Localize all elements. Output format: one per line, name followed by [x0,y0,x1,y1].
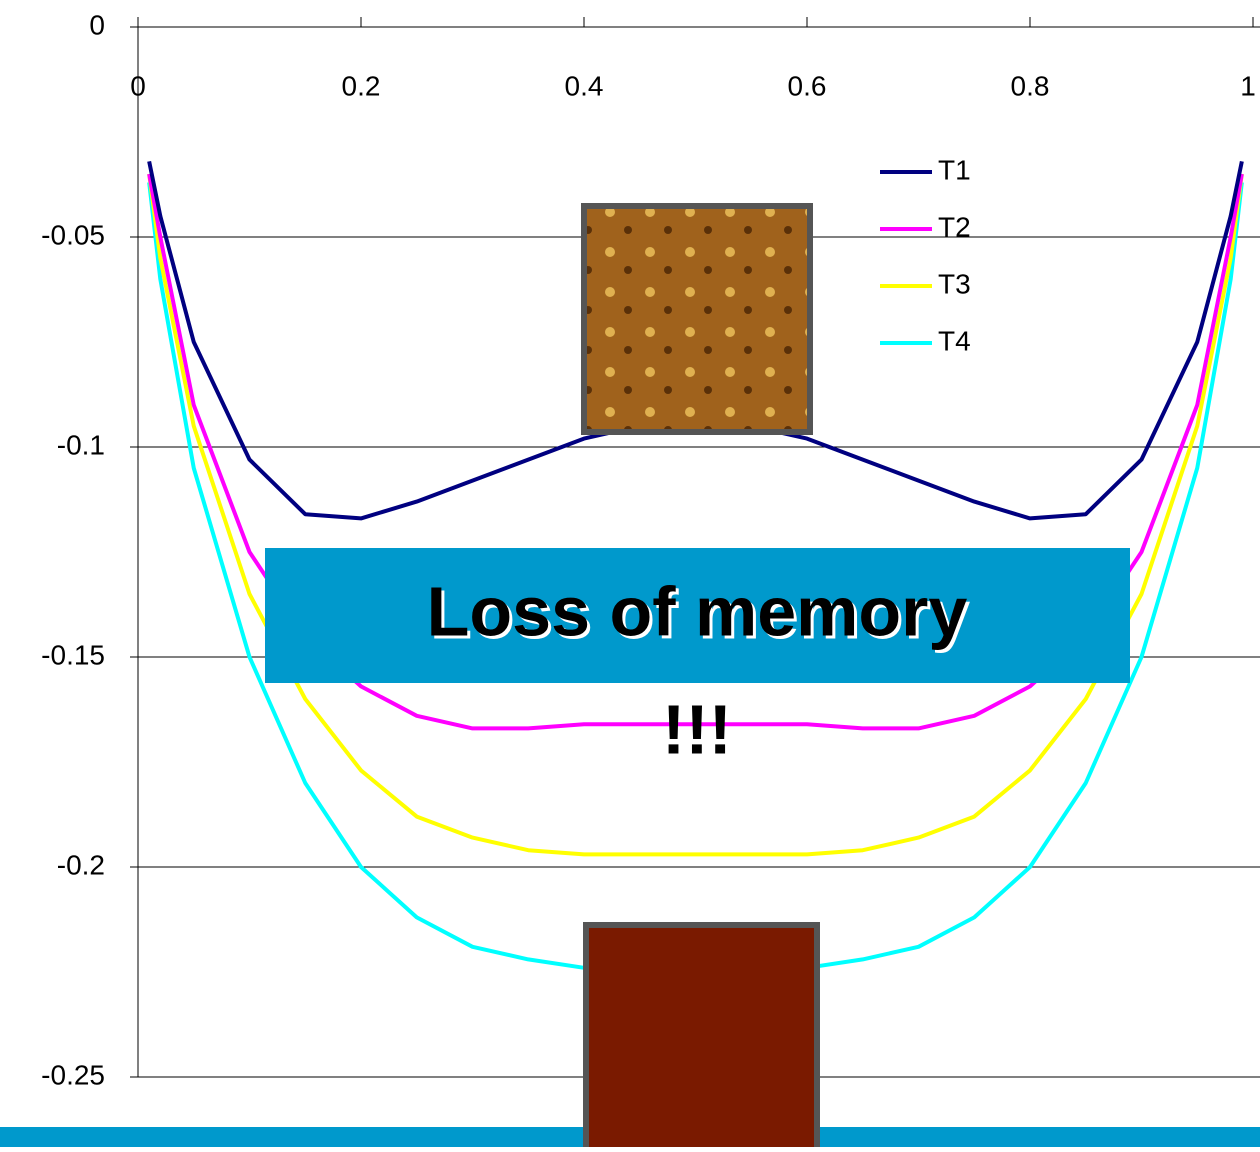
x-tick-label: 0.4 [565,70,604,101]
legend-label: T2 [938,211,971,242]
annotation: !!! [662,690,732,768]
x-tick-label: 0.2 [342,70,381,101]
annotation-shadow: Loss of memory [430,575,971,653]
afm-image [583,922,820,1152]
annotation-box [265,548,1130,683]
legend-label: T1 [938,154,971,185]
x-tick-label: 0.8 [1011,70,1050,101]
y-tick-label: -0.25 [41,1059,105,1090]
y-tick-label: -0.1 [57,429,105,460]
y-tick-label: -0.2 [57,849,105,880]
y-tick-label: -0.15 [41,639,105,670]
y-tick-label: -0.05 [41,219,105,250]
x-tick-label: 0 [130,70,146,101]
afm-image [581,203,813,435]
legend-label: T3 [938,268,971,299]
annotation: Loss of memory [427,572,968,650]
legend-label: T4 [938,325,971,356]
x-tick-label: 1 [1240,70,1256,101]
y-tick-label: 0 [89,9,105,40]
x-tick-label: 0.6 [788,70,827,101]
